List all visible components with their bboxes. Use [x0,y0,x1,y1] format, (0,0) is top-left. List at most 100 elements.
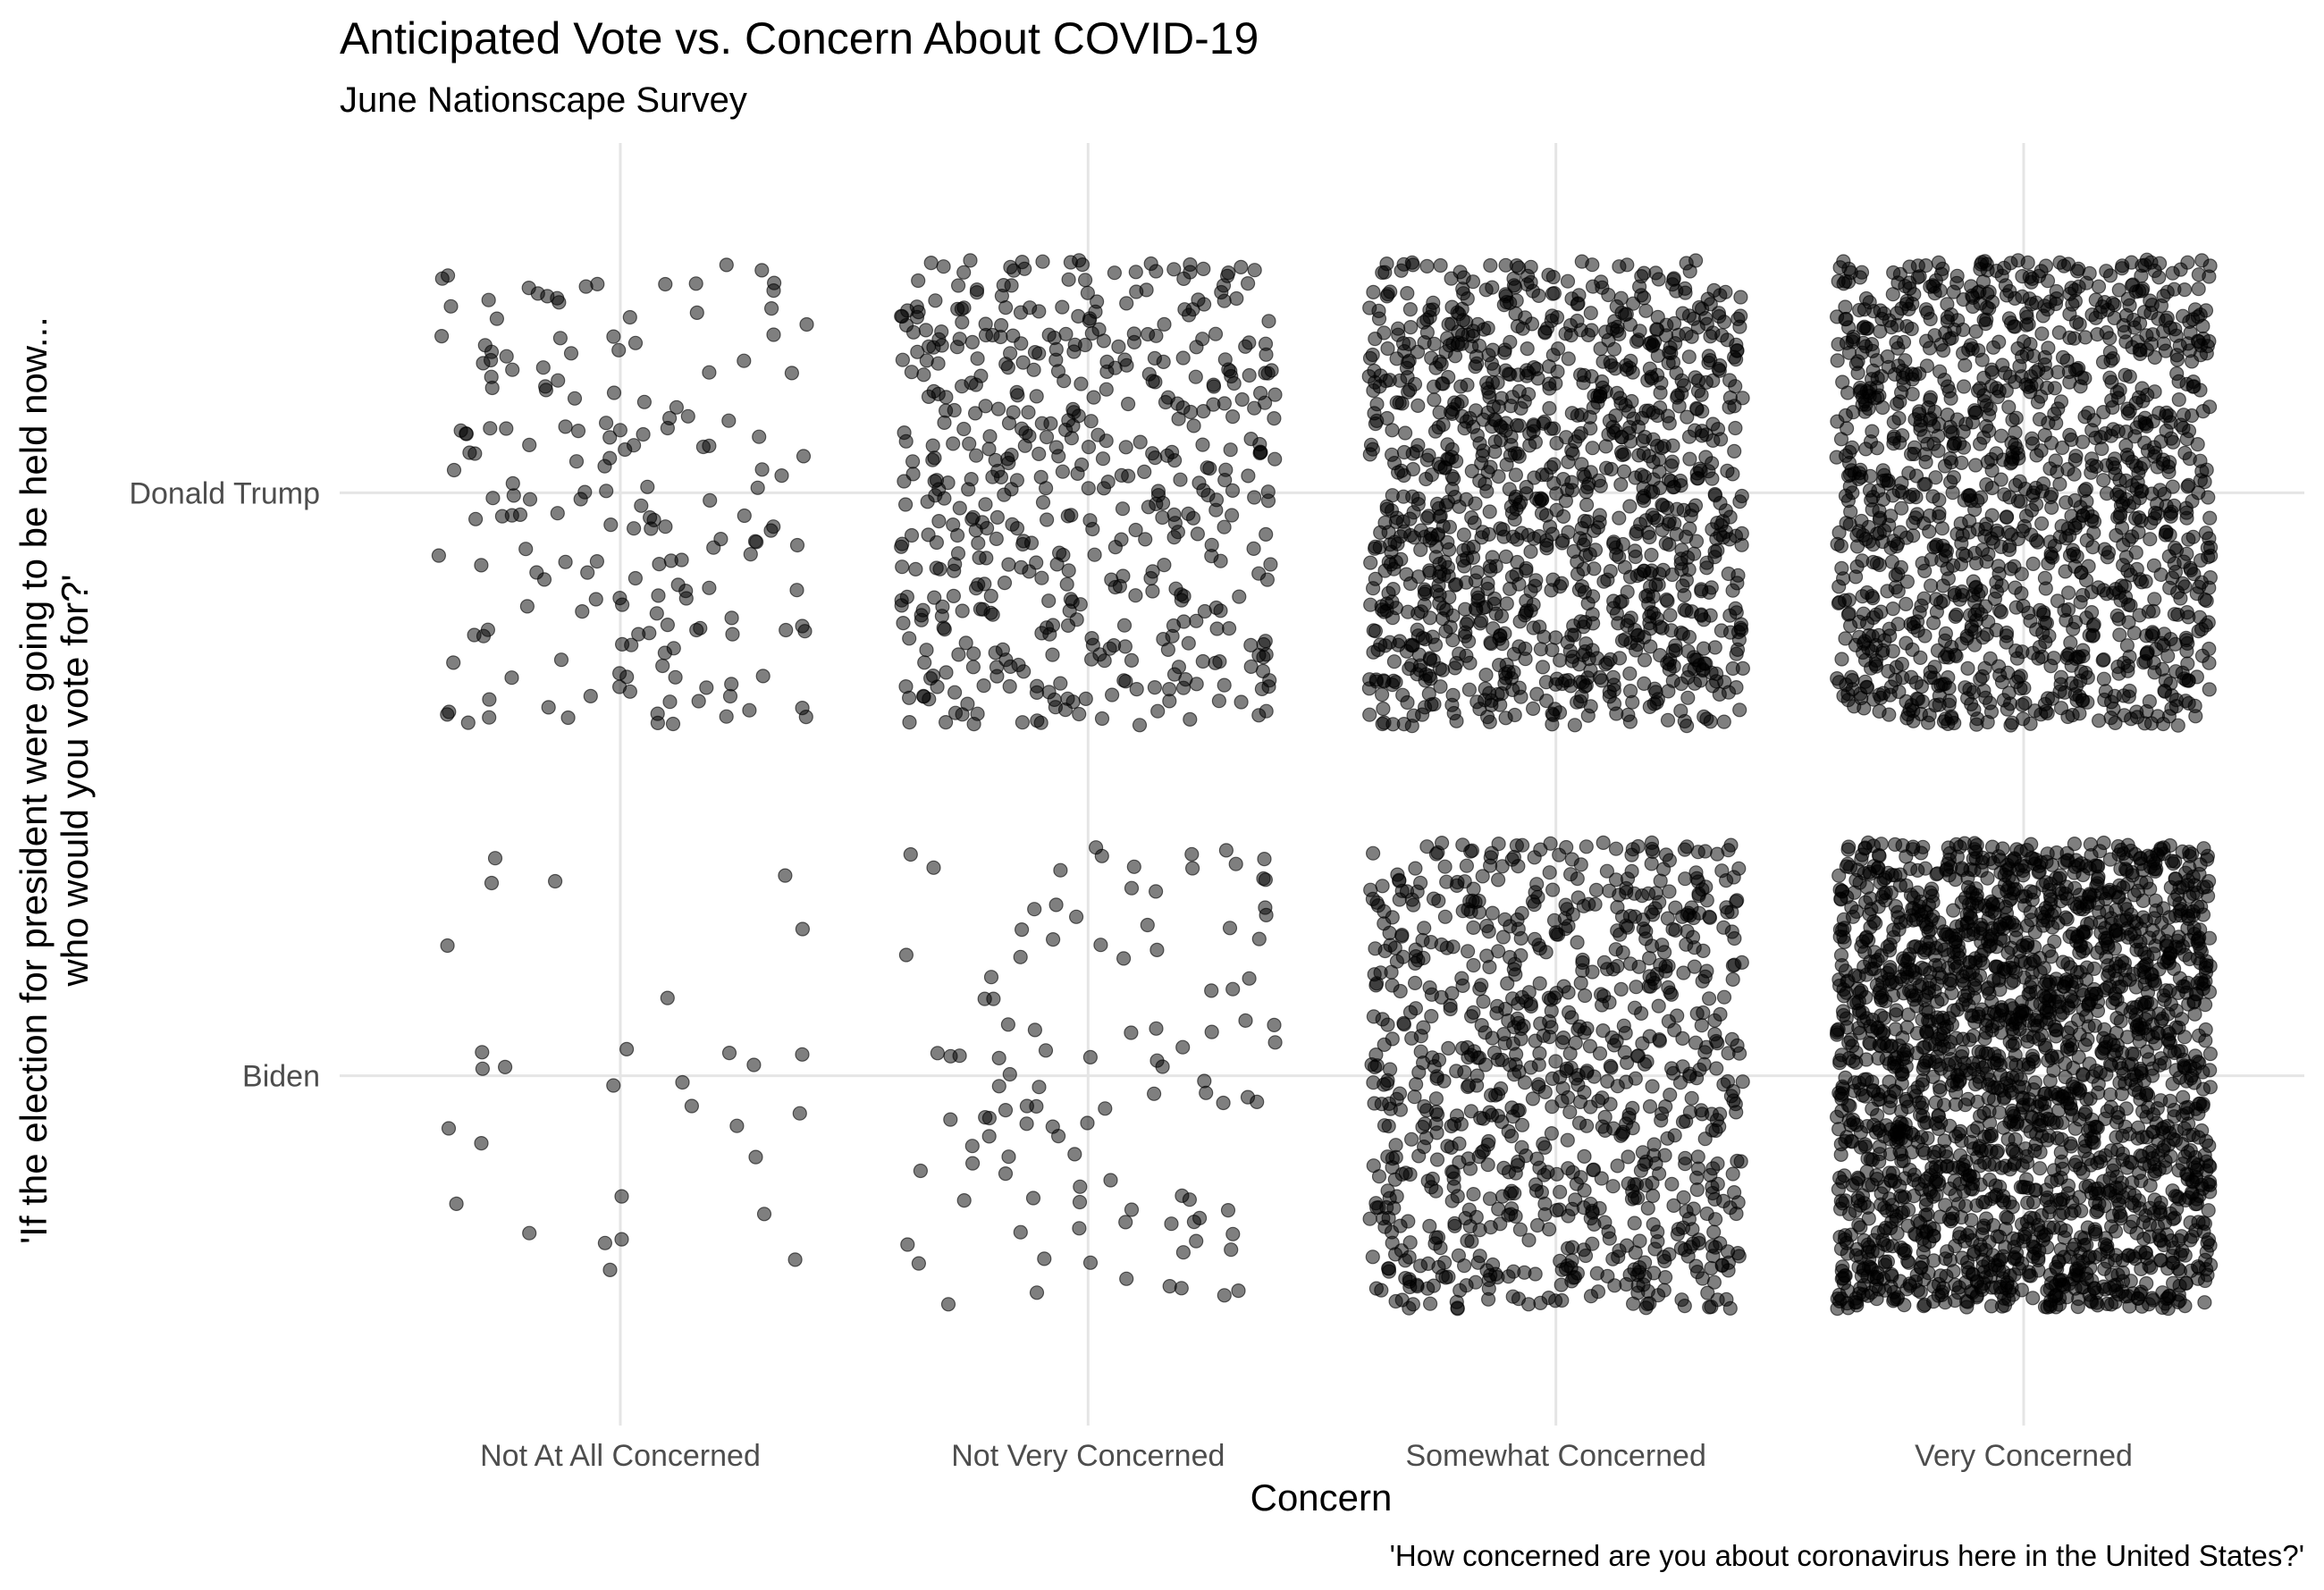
data-point [1612,651,1628,666]
data-point [1704,665,1719,680]
data-point [2179,673,2194,688]
data-point [1544,1125,1560,1141]
data-point [931,513,947,529]
data-point [973,602,989,617]
data-point [1107,265,1123,281]
data-point [1548,630,1563,645]
data-point [1905,296,1920,312]
data-point [1960,660,1975,677]
data-point [976,677,991,694]
data-point [1573,614,1588,629]
data-point [2191,282,2206,297]
data-point [2061,364,2076,380]
data-point [2006,319,2022,334]
data-point [1932,364,1948,379]
data-point [1393,983,1408,999]
data-point [1715,1193,1731,1209]
data-point [1112,578,1128,594]
data-point [1166,262,1182,277]
data-point [1393,1102,1409,1117]
data-point [540,289,555,304]
data-point [702,365,717,380]
data-point [1528,573,1544,588]
data-point [2085,628,2101,644]
data-point [2181,532,2196,547]
data-point [947,705,964,720]
data-point [1063,592,1079,607]
data-point [1716,714,1731,729]
data-point [1695,404,1710,419]
data-point [1513,1031,1528,1047]
data-point [688,276,703,291]
data-point [1663,1087,1678,1103]
data-point [1114,532,1129,547]
data-point [1569,1176,1585,1191]
data-point [1375,879,1390,894]
data-point [1916,591,1932,606]
data-point [1653,619,1668,635]
data-point [2080,669,2095,686]
data-point [1657,1148,1672,1163]
data-point [1232,589,1247,604]
data-point [1419,839,1435,854]
data-point [1004,482,1019,497]
data-point [1468,496,1483,511]
data-point [2118,473,2134,489]
data-point [1402,1300,1417,1316]
data-point [1405,637,1420,653]
data-point [1612,550,1627,565]
data-point [1682,264,1697,279]
data-point [1873,303,1888,318]
data-point [1417,921,1432,936]
data-point [1363,882,1378,897]
data-point [1120,396,1136,412]
data-point [446,655,461,670]
data-point [1905,642,1920,658]
data-point [1845,440,1860,455]
data-point [937,621,952,637]
data-point [1645,844,1661,860]
data-point [518,542,534,557]
data-point [2118,550,2134,565]
data-point [1220,1202,1236,1218]
data-point [1385,488,1400,503]
data-point [636,426,651,442]
data-point [1647,901,1663,916]
data-point [1085,521,1100,537]
data-point [2107,688,2122,704]
data-point [1267,451,1283,467]
data-point [985,607,1000,622]
data-point [1124,1025,1139,1040]
data-point [982,429,998,444]
data-point [1457,628,1473,644]
data-point [1729,337,1744,352]
data-point [1511,1064,1527,1080]
data-point [932,561,947,576]
data-point [1459,617,1474,632]
data-point [1657,1269,1673,1285]
data-point [2180,336,2195,351]
data-point [1638,1300,1654,1316]
data-point [2096,473,2111,488]
data-point [666,641,681,656]
data-point [1936,343,1951,358]
data-point [789,537,805,553]
data-point [2067,686,2083,702]
data-point [1852,302,1867,318]
data-point [1213,603,1228,618]
data-point [459,426,474,442]
data-point [1225,1226,1241,1241]
data-point [1027,345,1043,360]
data-point [1050,1128,1066,1144]
data-point [460,715,476,730]
data-point [1485,905,1500,921]
data-point [1222,921,1238,936]
data-point [1388,1138,1403,1153]
data-point [1426,295,1441,310]
data-point [1436,1255,1452,1270]
data-point [1416,950,1431,966]
data-point [1482,504,1497,519]
data-point [1536,1028,1551,1043]
data-point [1209,621,1225,636]
data-point [1084,325,1099,341]
